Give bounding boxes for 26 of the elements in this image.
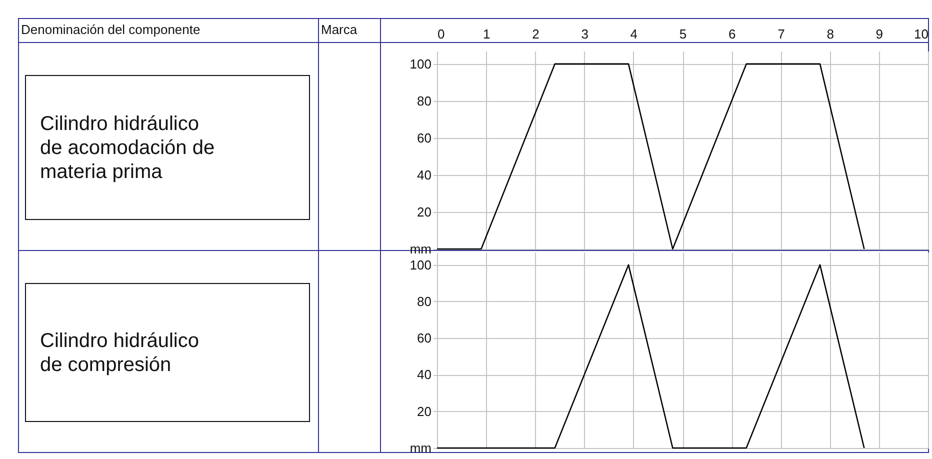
y-tick-label: 60 [417, 130, 432, 146]
y-tick-label: 100 [410, 257, 432, 272]
x-tick-label: 9 [876, 26, 884, 42]
x-tick-label: 8 [826, 26, 834, 42]
x-tick-label: 1 [482, 26, 490, 42]
y-tick-label: 40 [417, 167, 432, 182]
x-tick-label: 4 [630, 26, 638, 42]
y-tick-label: 80 [417, 294, 432, 309]
text: Denominación del componente [21, 22, 200, 37]
y-tick-label: 80 [417, 93, 432, 108]
y-axis-title: Cilindro hidráulico de acomodación de materia prima [40, 112, 216, 184]
y-tick-label: 20 [417, 404, 432, 419]
y-tick-label: mm [410, 440, 432, 456]
x-tick-label: 3 [581, 26, 588, 42]
y-tick-label: 20 [417, 204, 432, 220]
x-tick-label: 10 [914, 26, 928, 42]
x-tick-label: 0 [438, 26, 445, 42]
y-tick-label: 40 [417, 367, 432, 382]
y-tick-label: 100 [410, 56, 432, 72]
x-tick-label: 6 [728, 26, 736, 42]
y-axis-title: Cilindro hidráulico de compresión [40, 328, 200, 376]
x-tick-label: 7 [778, 26, 785, 42]
x-tick-label: 5 [679, 26, 687, 42]
text: Marca [321, 22, 358, 37]
y-tick-label: 60 [417, 330, 432, 346]
x-tick-label: 2 [532, 26, 540, 42]
